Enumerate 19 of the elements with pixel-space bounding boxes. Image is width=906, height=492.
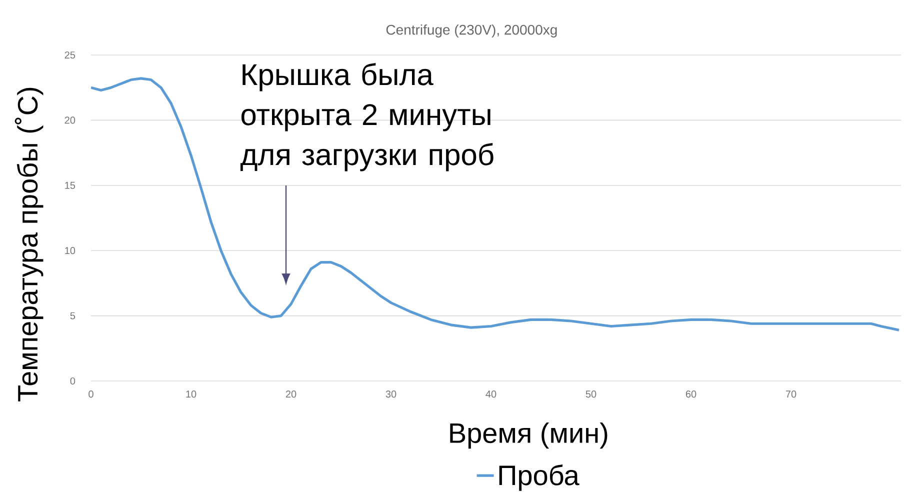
x-tick-label: 20 — [286, 390, 296, 398]
y-tick-label: 0 — [70, 377, 76, 385]
y-tick-label: 5 — [70, 312, 76, 320]
x-tick-label: 30 — [386, 390, 396, 398]
y-axis-title: Температура пробы (˚C) — [14, 88, 44, 402]
y-tick-label: 15 — [65, 182, 76, 189]
annotation: Крышка была открыта 2 минуты для загрузки проб — [240, 63, 494, 172]
y-tick-label: 20 — [64, 116, 76, 124]
x-tick-label: 0 — [88, 390, 94, 398]
y-tick-label: 25 — [64, 51, 76, 59]
x-tick-label: 70 — [786, 390, 796, 398]
x-axis-title: Время (мин) — [450, 422, 608, 449]
x-tick-label: 60 — [686, 390, 696, 398]
x-tick-label: 50 — [586, 390, 596, 398]
x-tick-label: 10 — [186, 390, 196, 398]
chart-title: Centrifuge (230V), 20000xg — [386, 24, 557, 38]
x-tick-label: 40 — [486, 390, 496, 398]
y-tick-label: 10 — [65, 247, 76, 254]
legend-label: Проба — [499, 464, 580, 491]
